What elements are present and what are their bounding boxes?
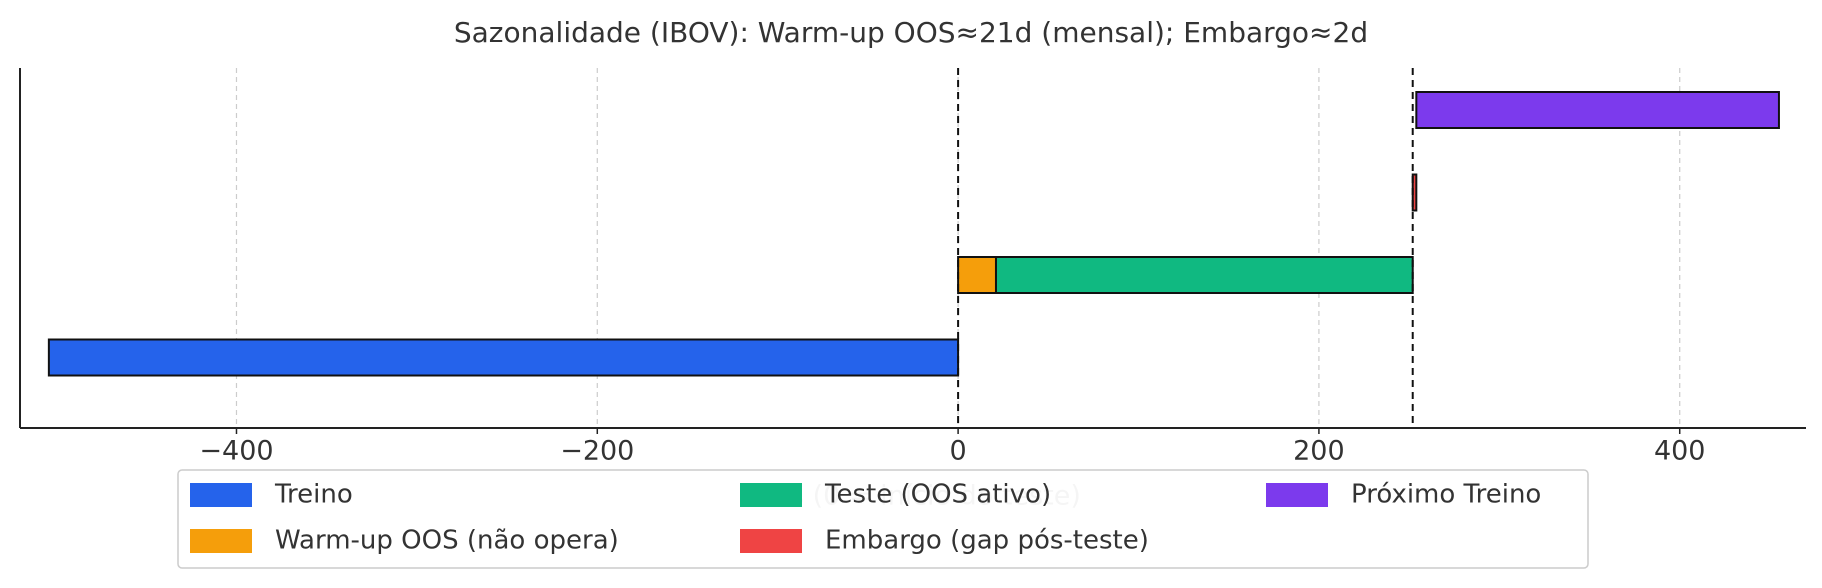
x-tick-label: 200 — [1293, 436, 1345, 467]
legend-swatch — [190, 483, 252, 507]
legend-swatch — [1266, 483, 1328, 507]
chart-title: Sazonalidade (IBOV): Warm-up OOS≈21d (me… — [454, 16, 1368, 49]
x-tick-label: 0 — [950, 436, 967, 467]
bar — [1415, 91, 1780, 129]
legend-swatch — [190, 529, 252, 553]
legend-label: Warm-up OOS (não opera) — [275, 526, 619, 556]
x-tick-label: −200 — [560, 436, 634, 467]
legend-label: Teste (OOS ativo) — [824, 480, 1051, 510]
bar — [957, 256, 997, 294]
bar — [994, 256, 1414, 294]
legend-label: Treino — [274, 480, 353, 510]
legend-label: Embargo (gap pós-teste) — [825, 526, 1149, 556]
legend-swatch — [740, 483, 802, 507]
legend-swatch — [740, 529, 802, 553]
bar — [47, 338, 960, 377]
x-tick-label: −400 — [199, 436, 273, 467]
x-tick-label: 400 — [1654, 436, 1706, 467]
legend-box — [177, 469, 1589, 569]
legend-label: Próximo Treino — [1351, 480, 1541, 510]
